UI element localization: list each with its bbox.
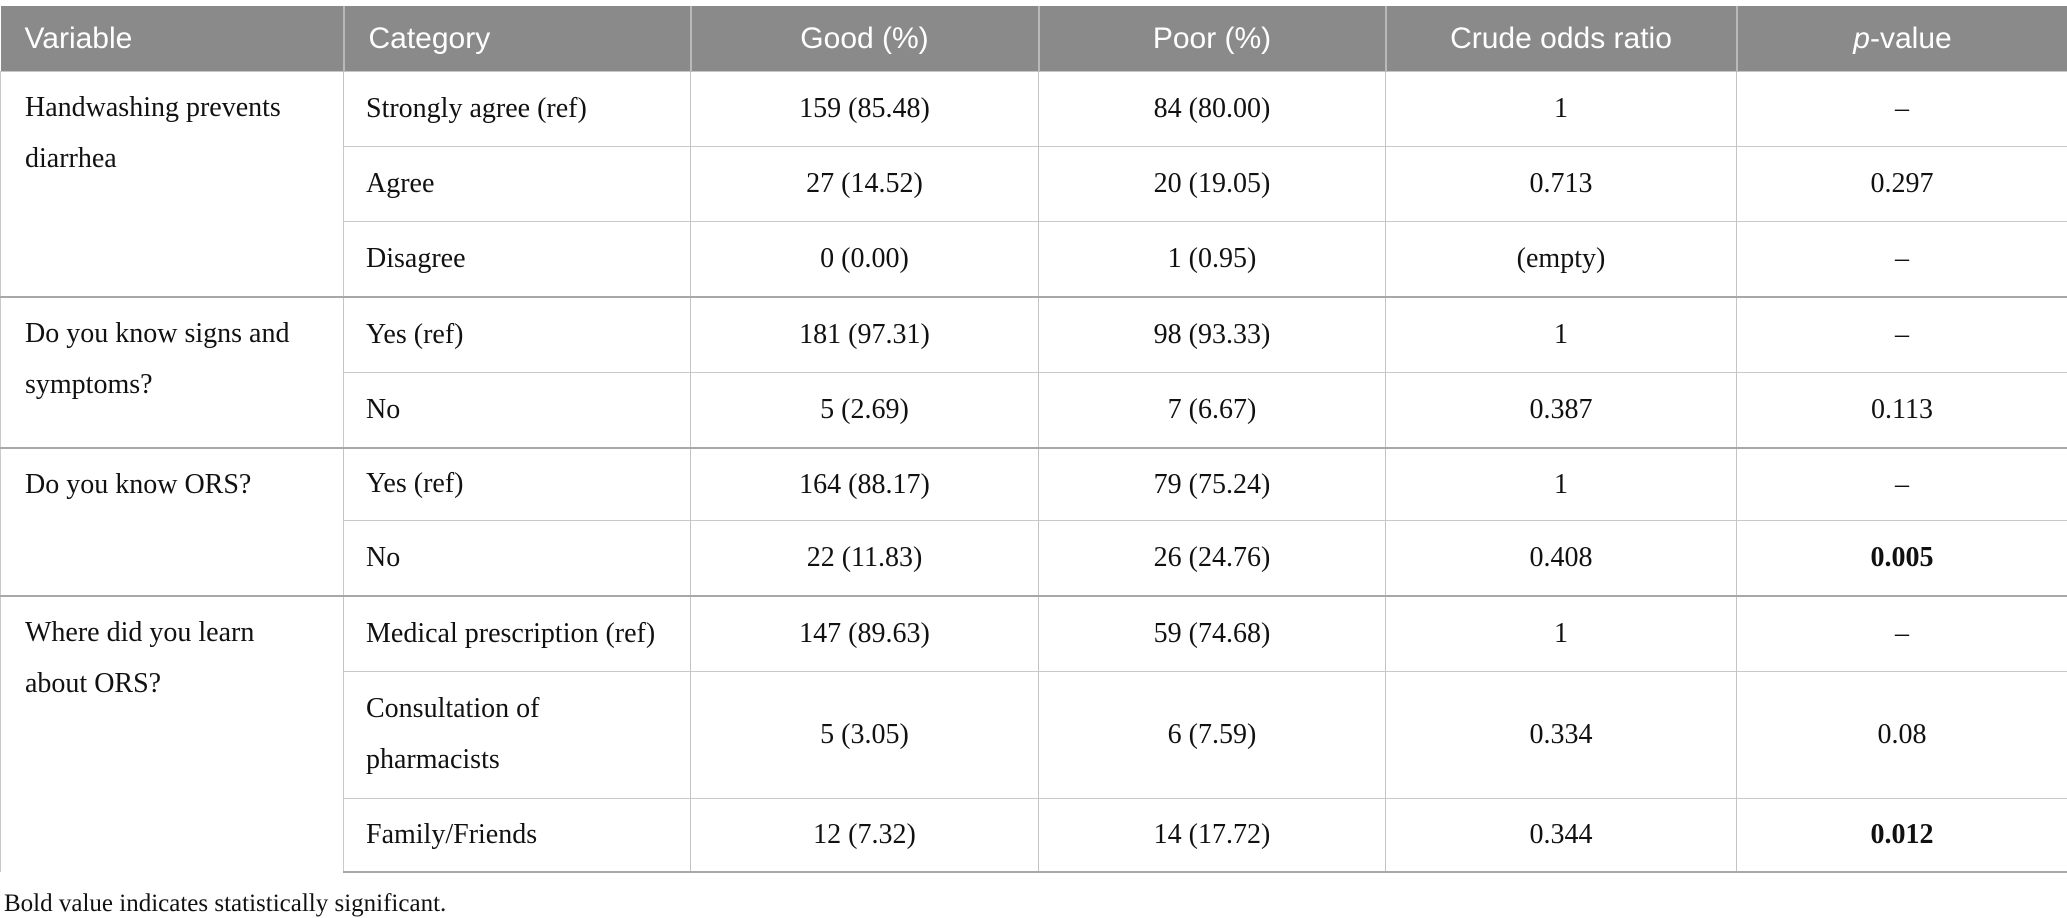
- cell-good-pct: 12 (7.32): [691, 799, 1039, 873]
- cell-p-value: 0.08: [1737, 672, 2067, 799]
- cell-variable: Where did you learn about ORS?: [1, 596, 344, 872]
- header-good-pct: Good (%): [691, 6, 1039, 72]
- cell-p-value: –: [1737, 448, 2067, 521]
- cell-category: Yes (ref): [344, 297, 691, 373]
- cell-category: Medical prescription (ref): [344, 596, 691, 672]
- cell-p-value: 0.113: [1737, 373, 2067, 449]
- cell-p-value: 0.297: [1737, 147, 2067, 222]
- header-row: Variable Category Good (%) Poor (%) Crud…: [1, 6, 2067, 72]
- cell-poor-pct: 7 (6.67): [1039, 373, 1386, 449]
- cell-odds-ratio: 0.344: [1386, 799, 1737, 873]
- variable-text: Do you know ORS?: [25, 460, 310, 511]
- header-variable: Variable: [1, 6, 344, 72]
- cell-good-pct: 5 (2.69): [691, 373, 1039, 449]
- category-text: Yes (ref): [366, 459, 672, 510]
- cell-good-pct: 0 (0.00): [691, 222, 1039, 298]
- cell-good-pct: 164 (88.17): [691, 448, 1039, 521]
- table-row: Do you know ORS? Yes (ref) 164 (88.17) 7…: [1, 448, 2067, 521]
- cell-variable: Do you know signs and symptoms?: [1, 297, 344, 448]
- table-row: Handwashing prevents diarrhea Strongly a…: [1, 72, 2067, 147]
- category-text: Agree: [366, 159, 672, 210]
- cell-good-pct: 5 (3.05): [691, 672, 1039, 799]
- header-crude-odds-ratio: Crude odds ratio: [1386, 6, 1737, 72]
- table-row: Where did you learn about ORS? Medical p…: [1, 596, 2067, 672]
- cell-p-value: –: [1737, 72, 2067, 147]
- cell-odds-ratio: 1: [1386, 297, 1737, 373]
- cell-odds-ratio: 1: [1386, 448, 1737, 521]
- table-header: Variable Category Good (%) Poor (%) Crud…: [1, 6, 2067, 72]
- variable-text: Where did you learn about ORS?: [25, 608, 310, 710]
- p-value-italic-p: p: [1853, 22, 1870, 55]
- category-text: No: [366, 385, 672, 436]
- p-value-rest: -value: [1870, 22, 1952, 55]
- cell-odds-ratio: 1: [1386, 72, 1737, 147]
- cell-poor-pct: 59 (74.68): [1039, 596, 1386, 672]
- cell-p-value: –: [1737, 222, 2067, 298]
- cell-good-pct: 181 (97.31): [691, 297, 1039, 373]
- category-text: No: [366, 533, 672, 584]
- cell-category: Consultation of pharmacists: [344, 672, 691, 799]
- cell-category: Disagree: [344, 222, 691, 298]
- cell-poor-pct: 79 (75.24): [1039, 448, 1386, 521]
- cell-poor-pct: 14 (17.72): [1039, 799, 1386, 873]
- cell-category: Strongly agree (ref): [344, 72, 691, 147]
- category-text: Yes (ref): [366, 310, 672, 361]
- header-poor-pct: Poor (%): [1039, 6, 1386, 72]
- cell-odds-ratio: 0.408: [1386, 521, 1737, 597]
- category-text: Family/Friends: [366, 810, 672, 861]
- header-p-value: p-value: [1737, 6, 2067, 72]
- cell-poor-pct: 26 (24.76): [1039, 521, 1386, 597]
- category-text: Disagree: [366, 234, 672, 285]
- cell-poor-pct: 1 (0.95): [1039, 222, 1386, 298]
- category-text: Medical prescription (ref): [366, 609, 672, 660]
- cell-odds-ratio: 0.334: [1386, 672, 1737, 799]
- cell-poor-pct: 6 (7.59): [1039, 672, 1386, 799]
- category-text: Consultation of pharmacists: [366, 684, 672, 786]
- cell-good-pct: 27 (14.52): [691, 147, 1039, 222]
- cell-good-pct: 159 (85.48): [691, 72, 1039, 147]
- cell-poor-pct: 98 (93.33): [1039, 297, 1386, 373]
- table-body: Handwashing prevents diarrhea Strongly a…: [1, 72, 2067, 873]
- table-row: Do you know signs and symptoms? Yes (ref…: [1, 297, 2067, 373]
- cell-p-value-significant: 0.005: [1737, 521, 2067, 597]
- cell-category: Family/Friends: [344, 799, 691, 873]
- cell-p-value: –: [1737, 297, 2067, 373]
- cell-category: No: [344, 373, 691, 449]
- header-category: Category: [344, 6, 691, 72]
- cell-good-pct: 147 (89.63): [691, 596, 1039, 672]
- cell-variable: Handwashing prevents diarrhea: [1, 72, 344, 298]
- cell-odds-ratio: 1: [1386, 596, 1737, 672]
- table-footnote: Bold value indicates statistically signi…: [4, 890, 2067, 918]
- variable-text: Handwashing prevents diarrhea: [25, 83, 310, 185]
- cell-poor-pct: 20 (19.05): [1039, 147, 1386, 222]
- cell-p-value: –: [1737, 596, 2067, 672]
- cell-category: Agree: [344, 147, 691, 222]
- cell-variable: Do you know ORS?: [1, 448, 344, 596]
- cell-odds-ratio: (empty): [1386, 222, 1737, 298]
- cell-odds-ratio: 0.713: [1386, 147, 1737, 222]
- odds-ratio-table: Variable Category Good (%) Poor (%) Crud…: [0, 6, 2067, 873]
- cell-p-value-significant: 0.012: [1737, 799, 2067, 873]
- cell-odds-ratio: 0.387: [1386, 373, 1737, 449]
- cell-category: Yes (ref): [344, 448, 691, 521]
- cell-good-pct: 22 (11.83): [691, 521, 1039, 597]
- category-text: Strongly agree (ref): [366, 84, 672, 135]
- variable-text: Do you know signs and symptoms?: [25, 309, 310, 411]
- cell-poor-pct: 84 (80.00): [1039, 72, 1386, 147]
- cell-category: No: [344, 521, 691, 597]
